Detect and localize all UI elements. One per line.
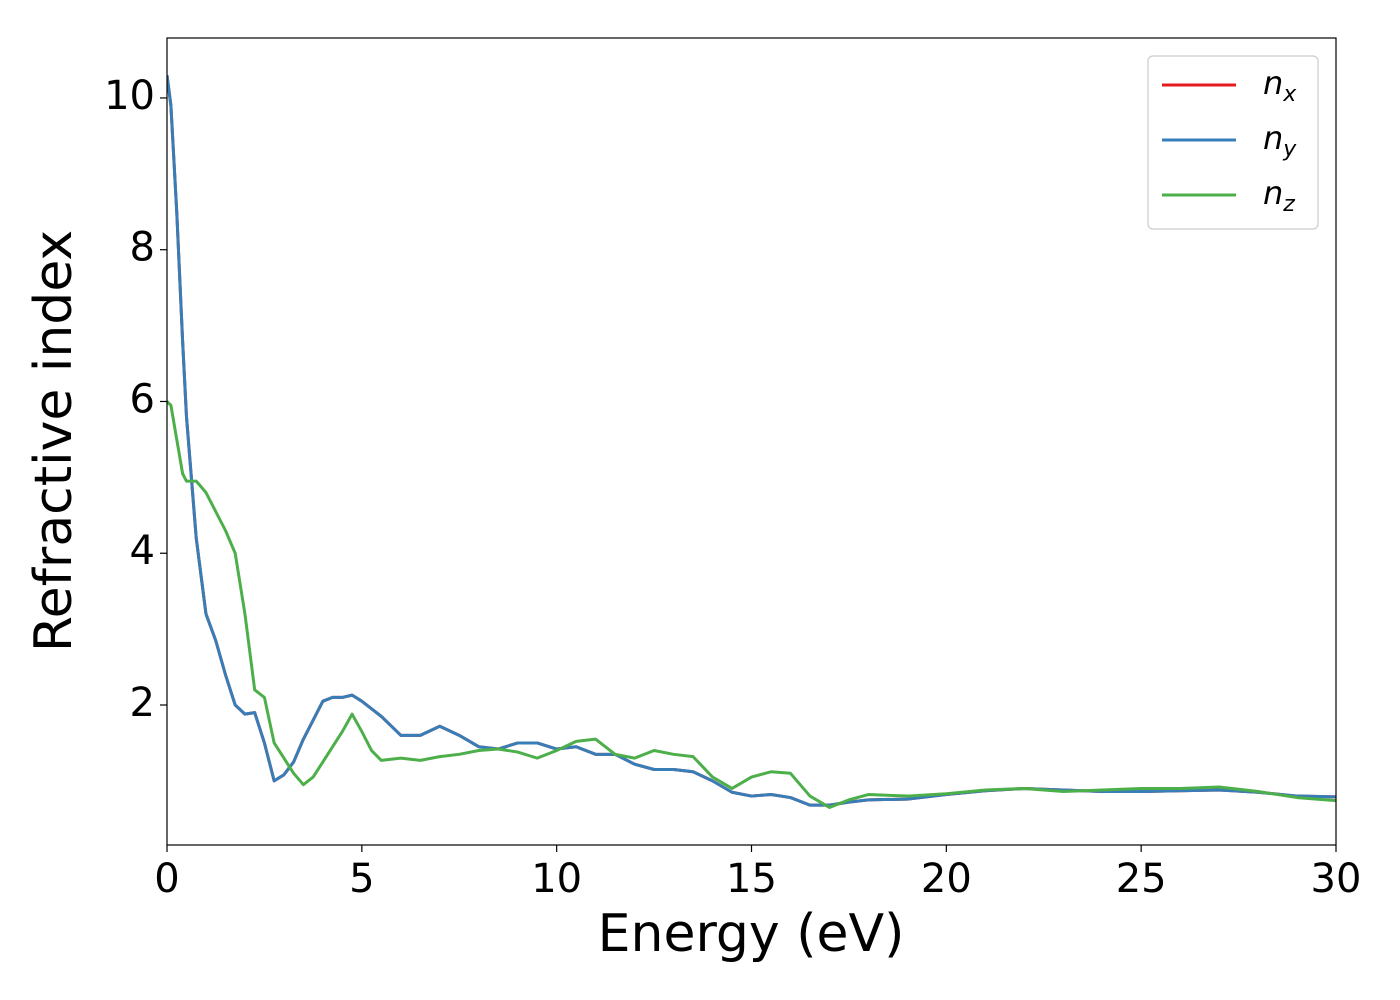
legend-label: nx [1263, 64, 1297, 107]
x-tick-label: 5 [349, 856, 374, 902]
x-tick-label: 25 [1116, 856, 1167, 902]
x-tick-label: 15 [726, 856, 777, 902]
y-tick-label: 6 [130, 376, 155, 422]
y-tick-label: 4 [130, 528, 155, 574]
x-tick-label: 0 [154, 856, 179, 902]
y-tick-label: 8 [130, 225, 155, 271]
x-axis-label: Energy (eV) [598, 904, 905, 964]
x-tick-label: 10 [531, 856, 582, 902]
y-axis-label: Refractive index [24, 230, 84, 652]
legend-box [1147, 55, 1319, 230]
y-tick-label: 10 [104, 73, 155, 119]
plot-frame [166, 37, 1337, 846]
series-line [167, 400, 1336, 809]
legend-label: ny [1263, 119, 1297, 162]
legend-label: nz [1263, 174, 1295, 217]
x-tick-label: 20 [921, 856, 972, 902]
x-tick-label: 30 [1311, 856, 1362, 902]
y-tick-label: 2 [130, 680, 155, 726]
